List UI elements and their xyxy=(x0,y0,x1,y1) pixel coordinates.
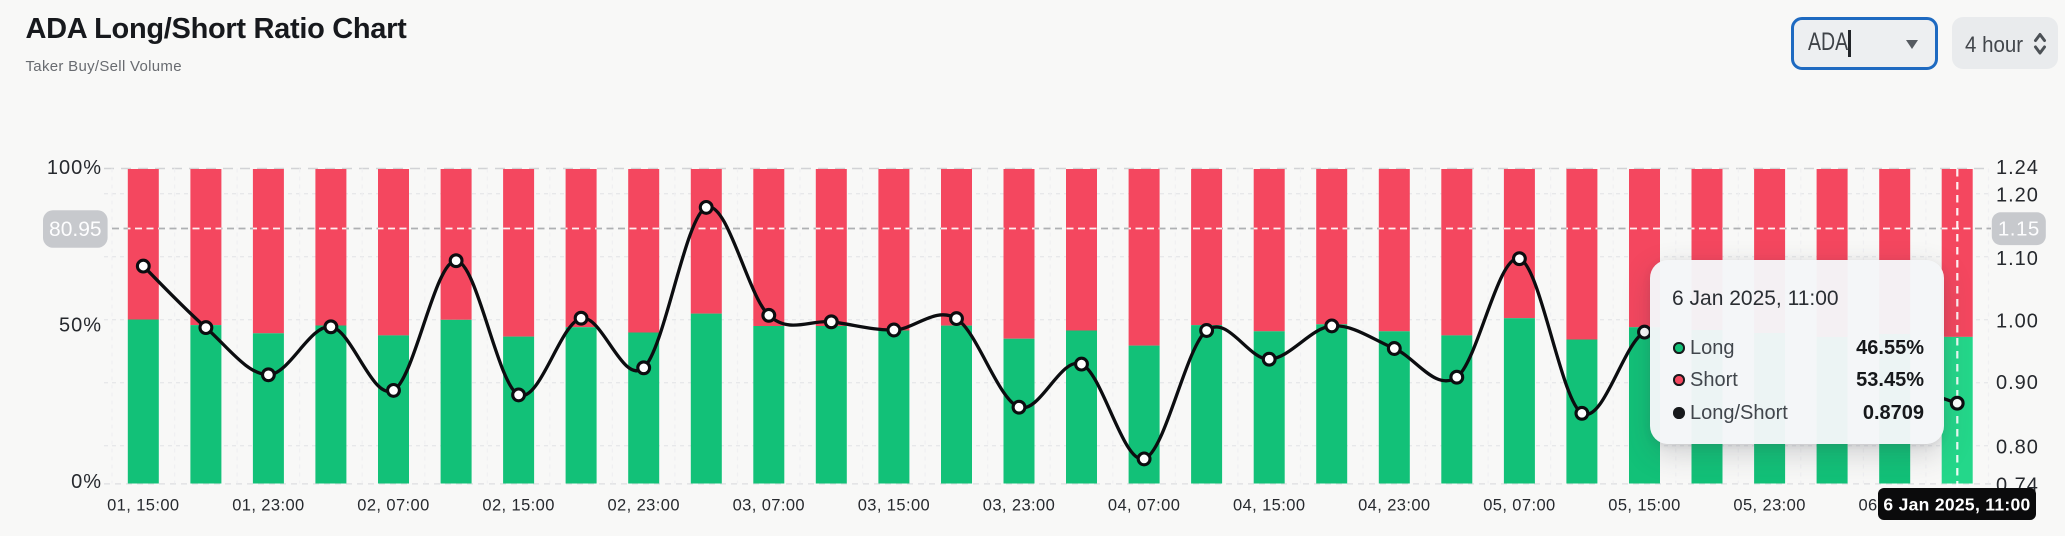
svg-text:05, 15:00: 05, 15:00 xyxy=(1608,497,1680,515)
svg-text:05, 07:00: 05, 07:00 xyxy=(1483,497,1555,515)
svg-text:1.10: 1.10 xyxy=(1996,248,2039,270)
svg-text:03, 23:00: 03, 23:00 xyxy=(983,497,1055,515)
svg-text:80.95: 80.95 xyxy=(49,218,102,241)
svg-text:0.80: 0.80 xyxy=(1996,437,2039,459)
svg-text:50%: 50% xyxy=(59,315,102,337)
svg-text:04, 07:00: 04, 07:00 xyxy=(1108,497,1180,515)
svg-text:03, 07:00: 03, 07:00 xyxy=(733,497,805,515)
svg-text:100%: 100% xyxy=(47,157,102,179)
svg-text:04, 23:00: 04, 23:00 xyxy=(1358,497,1430,515)
svg-text:1.00: 1.00 xyxy=(1996,311,2039,333)
svg-text:6 Jan 2025, 11:00: 6 Jan 2025, 11:00 xyxy=(1883,495,2030,515)
svg-text:02, 15:00: 02, 15:00 xyxy=(482,497,554,515)
svg-text:0%: 0% xyxy=(71,471,102,493)
svg-text:03, 15:00: 03, 15:00 xyxy=(858,497,930,515)
svg-text:02, 23:00: 02, 23:00 xyxy=(607,497,679,515)
svg-text:0.90: 0.90 xyxy=(1996,372,2039,394)
svg-text:04, 15:00: 04, 15:00 xyxy=(1233,497,1305,515)
svg-text:02, 07:00: 02, 07:00 xyxy=(357,497,429,515)
svg-text:1.15: 1.15 xyxy=(1998,218,2040,241)
svg-text:1.20: 1.20 xyxy=(1996,185,2039,207)
svg-text:1.24: 1.24 xyxy=(1996,157,2039,179)
svg-text:01, 15:00: 01, 15:00 xyxy=(107,497,179,515)
svg-text:05, 23:00: 05, 23:00 xyxy=(1733,497,1805,515)
svg-text:01, 23:00: 01, 23:00 xyxy=(232,497,304,515)
